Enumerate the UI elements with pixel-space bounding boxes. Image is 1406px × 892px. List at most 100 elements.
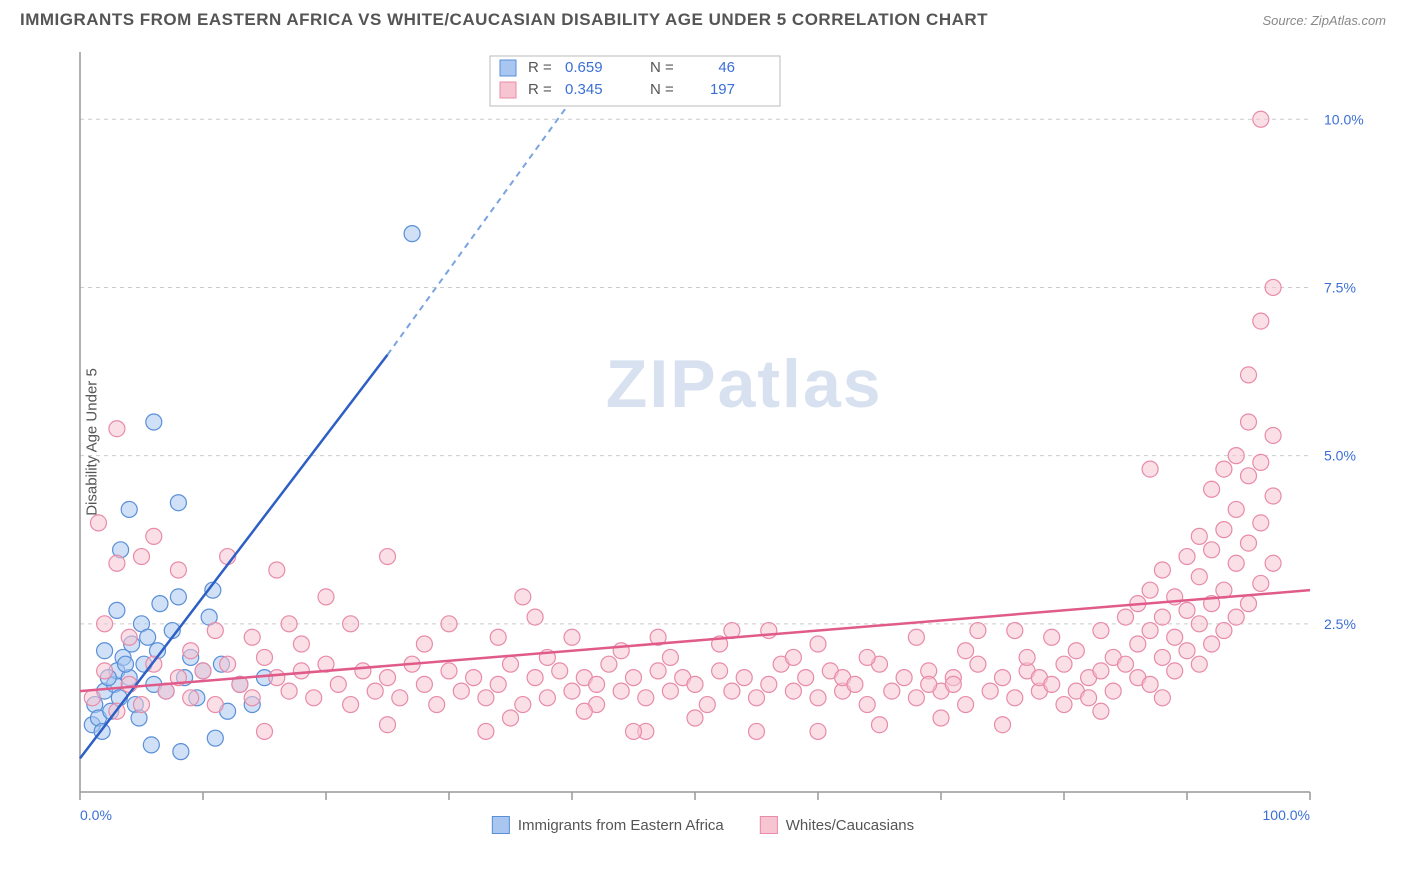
scatter-point-pink [1154,562,1170,578]
scatter-point-pink [257,649,273,665]
scatter-point-blue [152,596,168,612]
scatter-point-pink [490,676,506,692]
scatter-point-pink [810,636,826,652]
scatter-point-pink [1068,643,1084,659]
scatter-point-blue [121,501,137,517]
scatter-point-blue [207,730,223,746]
scatter-point-pink [453,683,469,699]
scatter-point-pink [995,717,1011,733]
scatter-point-pink [1007,690,1023,706]
scatter-point-pink [1081,690,1097,706]
scatter-point-pink [1167,629,1183,645]
scatter-point-pink [810,690,826,706]
scatter-point-pink [650,663,666,679]
scatter-point-pink [416,676,432,692]
scatter-point-pink [589,676,605,692]
stats-r-value: 0.659 [565,59,603,76]
scatter-point-pink [970,623,986,639]
scatter-point-pink [995,670,1011,686]
scatter-point-blue [97,643,113,659]
stats-n-label: N = [650,81,674,98]
legend-item-pink: Whites/Caucasians [760,816,914,834]
scatter-point-pink [687,710,703,726]
scatter-point-pink [576,703,592,719]
scatter-point-pink [1167,663,1183,679]
scatter-point-pink [392,690,408,706]
scatter-point-pink [441,616,457,632]
scatter-point-pink [749,690,765,706]
scatter-point-pink [527,670,543,686]
scatter-point-pink [1216,461,1232,477]
scatter-point-pink [662,649,678,665]
scatter-point-pink [785,683,801,699]
scatter-point-pink [515,589,531,605]
scatter-point-pink [330,676,346,692]
legend-item-blue: Immigrants from Eastern Africa [492,816,724,834]
scatter-point-pink [121,629,137,645]
scatter-point-pink [380,717,396,733]
scatter-point-pink [970,656,986,672]
scatter-point-pink [1007,623,1023,639]
scatter-point-pink [1253,111,1269,127]
scatter-point-pink [1228,501,1244,517]
scatter-point-pink [1241,414,1257,430]
scatter-point-pink [269,670,285,686]
scatter-point-pink [97,663,113,679]
scatter-point-pink [355,663,371,679]
scatter-point-pink [343,697,359,713]
stats-r-value: 0.345 [565,81,603,98]
scatter-point-pink [564,629,580,645]
scatter-point-pink [847,676,863,692]
scatter-point-blue [118,656,134,672]
stats-r-label: R = [528,59,552,76]
scatter-point-pink [1204,481,1220,497]
scatter-point-pink [761,676,777,692]
trend-line-dash-blue [388,65,597,354]
scatter-point-pink [859,649,875,665]
scatter-point-pink [749,723,765,739]
scatter-point-pink [195,663,211,679]
y-tick-label: 2.5% [1324,616,1356,632]
scatter-point-pink [662,683,678,699]
scatter-point-pink [1093,623,1109,639]
scatter-point-pink [1179,549,1195,565]
scatter-point-pink [908,690,924,706]
scatter-point-pink [638,690,654,706]
scatter-point-pink [1093,663,1109,679]
scatter-point-pink [1130,636,1146,652]
scatter-point-pink [896,670,912,686]
scatter-point-pink [1142,676,1158,692]
scatter-point-pink [207,697,223,713]
scatter-point-pink [1204,636,1220,652]
scatter-point-pink [1142,582,1158,598]
scatter-point-pink [183,643,199,659]
scatter-point-pink [293,663,309,679]
stats-r-label: R = [528,81,552,98]
scatter-point-pink [170,562,186,578]
legend-swatch-blue [492,816,510,834]
scatter-point-pink [1191,528,1207,544]
scatter-point-pink [1142,623,1158,639]
chart-area: Disability Age Under 5 ZIPatlas0.0%100.0… [20,42,1386,842]
scatter-point-blue [170,495,186,511]
scatter-point-pink [503,656,519,672]
scatter-point-pink [1253,454,1269,470]
scatter-point-pink [244,629,260,645]
scatter-point-blue [143,737,159,753]
x-tick-label: 100.0% [1263,807,1310,823]
scatter-point-pink [933,710,949,726]
scatter-point-pink [1118,656,1134,672]
scatter-point-pink [1265,555,1281,571]
scatter-point-pink [84,690,100,706]
stats-n-label: N = [650,59,674,76]
scatter-point-pink [269,562,285,578]
scatter-point-pink [1142,461,1158,477]
scatter-point-blue [109,602,125,618]
bottom-legend: Immigrants from Eastern Africa Whites/Ca… [492,816,914,834]
scatter-point-pink [220,656,236,672]
y-tick-label: 10.0% [1324,111,1364,127]
scatter-point-pink [527,609,543,625]
scatter-point-pink [134,697,150,713]
scatter-point-pink [785,649,801,665]
y-tick-label: 7.5% [1324,279,1356,295]
